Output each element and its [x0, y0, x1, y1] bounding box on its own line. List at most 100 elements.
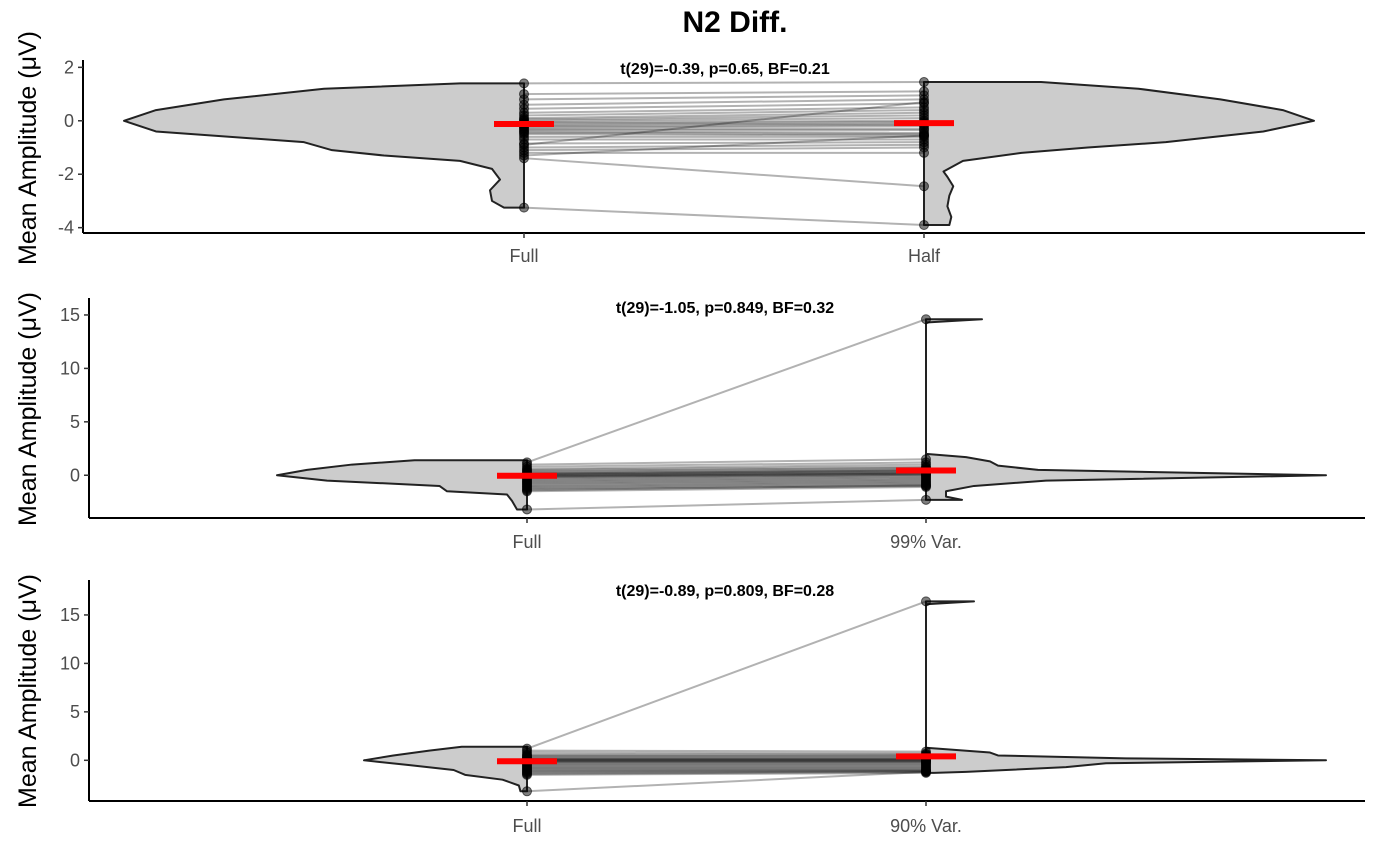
- pair-line: [526, 600, 927, 750]
- data-point: [919, 77, 929, 88]
- pair-line: [523, 121, 925, 125]
- data-point: [919, 219, 929, 230]
- data-point: [522, 486, 532, 497]
- violin-right: [925, 318, 1327, 501]
- pair-line: [526, 458, 927, 466]
- pair-line: [523, 98, 925, 106]
- pair-line: [526, 486, 927, 493]
- pair-line: [526, 465, 927, 471]
- pair-line: [523, 157, 925, 188]
- pair-line: [523, 109, 925, 117]
- pair-line: [526, 770, 927, 793]
- panels: -4 -2 0 2 Full Half t(29)=-0.39, p=0.65, BF=0.…: [14, 31, 1365, 836]
- pair-line: [526, 468, 927, 475]
- pair-line: [523, 131, 925, 136]
- data-point: [522, 769, 532, 780]
- y-tick-label: 0: [64, 111, 74, 131]
- pair-line: [523, 130, 925, 134]
- y-tick-label: 0: [70, 465, 80, 485]
- y-tick-label: 10: [60, 653, 80, 673]
- pair-line: [523, 94, 925, 101]
- x-tick-label: Half: [908, 246, 941, 266]
- data-point: [919, 130, 929, 141]
- data-point: [522, 504, 532, 515]
- pair-line: [523, 122, 925, 126]
- y-tick-label: 15: [60, 305, 80, 325]
- pair-line: [523, 125, 925, 129]
- pair-line: [526, 475, 927, 481]
- data-point: [921, 596, 931, 607]
- pair-line: [523, 81, 925, 85]
- stats-annotation: t(29)=-1.05, p=0.849, BF=0.32: [616, 300, 834, 317]
- pair-line: [526, 461, 927, 468]
- y-tick-label: 0: [70, 750, 80, 770]
- pair-line: [526, 483, 927, 490]
- pair-line: [526, 498, 927, 511]
- data-point: [921, 494, 931, 505]
- pair-line: [526, 477, 927, 483]
- pair-line: [523, 119, 925, 124]
- data-point: [919, 97, 929, 108]
- data-point: [921, 314, 931, 325]
- x-tick-label: Full: [512, 532, 541, 552]
- pair-line: [526, 469, 927, 475]
- y-axis-label: Mean Amplitude (μV): [14, 574, 42, 808]
- pair-line: [523, 143, 925, 149]
- data-point: [519, 139, 529, 150]
- pair-line: [526, 481, 927, 487]
- pair-line: [526, 484, 927, 492]
- data-point: [921, 482, 931, 493]
- y-tick-label: 5: [70, 412, 80, 432]
- panel-3: 0 5 10 15 Full 90% Var. t(29)=-0.89, p=0.809, …: [14, 574, 1365, 836]
- violin-left: [276, 459, 528, 511]
- pair-line: [526, 478, 927, 484]
- violin-left: [363, 745, 528, 793]
- violin-right: [925, 600, 1327, 774]
- pair-line: [526, 770, 927, 775]
- x-tick-label: 90% Var.: [890, 816, 962, 836]
- pair-line: [523, 106, 925, 114]
- pair-line: [523, 141, 925, 145]
- pair-line: [526, 480, 927, 486]
- pair-line: [526, 472, 927, 477]
- pair-line: [526, 751, 927, 755]
- pair-line: [526, 466, 927, 472]
- x-tick-label: 99% Var.: [890, 532, 962, 552]
- pair-line: [526, 472, 927, 478]
- pair-line: [523, 123, 925, 128]
- pair-line: [526, 473, 927, 479]
- figure-title: N2 Diff.: [683, 6, 788, 39]
- y-axis-label: Mean Amplitude (μV): [14, 31, 42, 265]
- stats-annotation: t(29)=-0.39, p=0.65, BF=0.21: [620, 61, 830, 78]
- pair-line: [526, 473, 927, 478]
- data-point: [519, 78, 529, 89]
- y-tick-label: -2: [58, 164, 74, 184]
- pair-line: [526, 471, 927, 477]
- pair-line: [523, 101, 925, 146]
- pair-line: [526, 467, 927, 474]
- data-point: [519, 202, 529, 213]
- pair-line: [523, 117, 925, 122]
- pair-line: [526, 749, 927, 753]
- data-point: [522, 786, 532, 797]
- violin-left: [123, 82, 525, 209]
- pair-line: [526, 479, 927, 485]
- data-point: [519, 153, 529, 164]
- pair-line: [526, 769, 927, 773]
- y-tick-label: 5: [70, 702, 80, 722]
- pair-line: [526, 770, 927, 774]
- pair-line: [526, 771, 927, 776]
- y-tick-label: 10: [60, 358, 80, 378]
- pair-line: [523, 146, 925, 152]
- pair-line: [526, 476, 927, 482]
- pair-line: [526, 471, 927, 476]
- panel-2: 0 5 10 15 Full 99% Var. t(29)=-1.05, p=0.849, …: [14, 292, 1365, 552]
- pair-line: [523, 90, 925, 96]
- pair-line: [526, 463, 927, 470]
- pair-line: [526, 469, 927, 476]
- y-tick-label: -4: [58, 218, 74, 238]
- y-tick-label: 15: [60, 605, 80, 625]
- y-axis-label: Mean Amplitude (μV): [14, 292, 42, 526]
- pair-line: [526, 318, 927, 464]
